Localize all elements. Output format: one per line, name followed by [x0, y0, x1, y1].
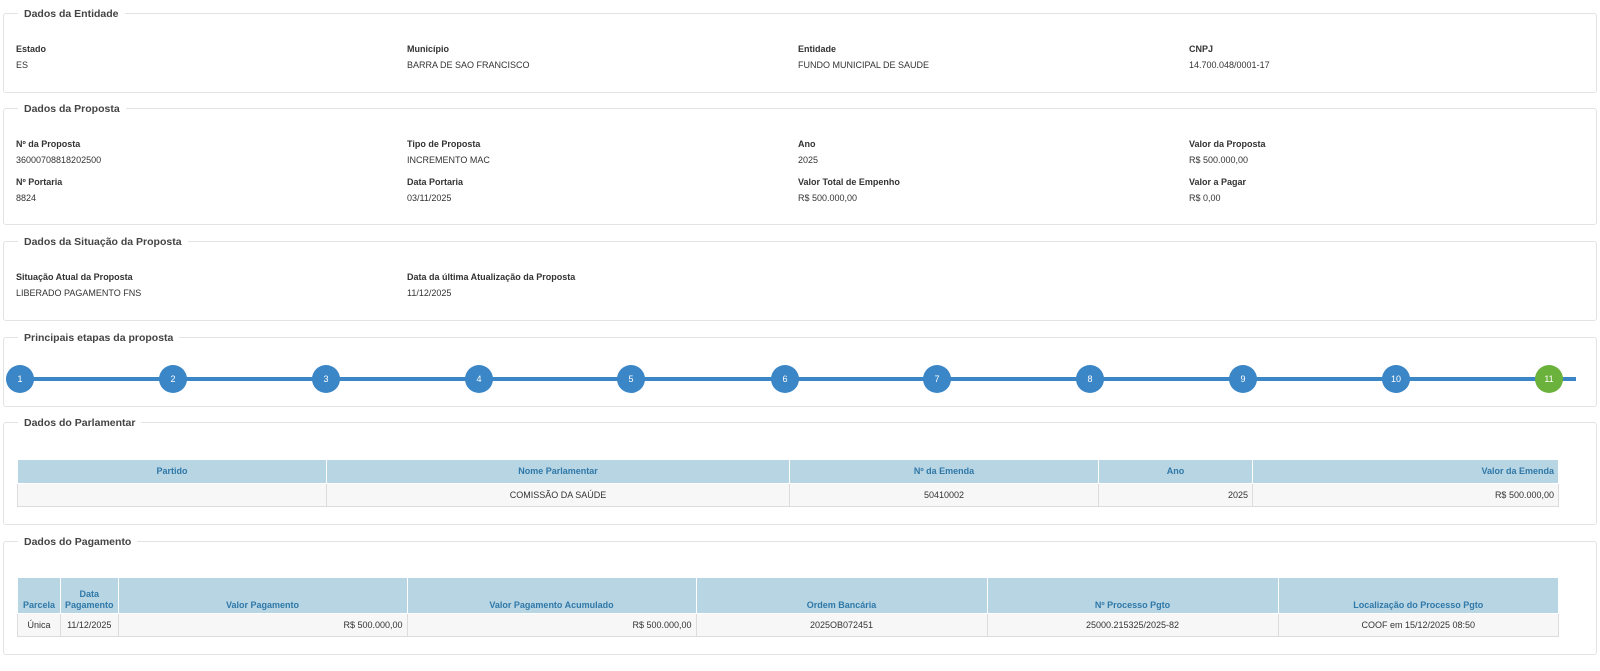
parlamentar-header-row: Partido Nome Parlamentar Nº da Emenda An… [17, 459, 1559, 484]
num-portaria-field: Nº Portaria 8824 [16, 176, 62, 204]
entidade-value: FUNDO MUNICIPAL DE SAUDE [798, 60, 930, 70]
situacao-legend: Dados da Situação da Proposta [18, 234, 188, 250]
parlamentar-panel: Dados do Parlamentar Partido Nome Parlam… [3, 415, 1597, 525]
step-9[interactable]: 9 [1229, 365, 1257, 393]
table-row: Única 11/12/2025 R$ 500.000,00 R$ 500.00… [17, 613, 1560, 637]
valor-empenho-value: R$ 500.000,00 [798, 193, 858, 203]
cell-localizacao-processo: COOF em 15/12/2025 08:50 [1277, 613, 1560, 637]
ano-label: Ano [798, 139, 816, 149]
cell-ordem-bancaria: 2025OB072451 [695, 613, 988, 637]
tipo-proposta-value: INCREMENTO MAC [407, 155, 490, 165]
num-portaria-value: 8824 [16, 193, 37, 203]
pagamento-legend: Dados do Pagamento [18, 534, 138, 550]
step-5[interactable]: 5 [617, 365, 645, 393]
cell-nome-parlamentar: COMISSÃO DA SAÚDE [326, 483, 790, 507]
proposta-panel: Dados da Proposta Nº da Proposta 3600070… [3, 101, 1597, 225]
num-proposta-field: Nº da Proposta 36000708818202500 [16, 138, 101, 166]
etapas-legend: Principais etapas da proposta [18, 330, 180, 346]
valor-proposta-value: R$ 500.000,00 [1189, 155, 1249, 165]
municipio-field: Município BARRA DE SAO FRANCISCO [407, 43, 530, 71]
data-atualizacao-label: Data da última Atualização da Proposta [407, 272, 576, 282]
cell-valor-emenda: R$ 500.000,00 [1252, 483, 1559, 507]
cell-ano: 2025 [1098, 483, 1253, 507]
proposta-legend: Dados da Proposta [18, 101, 126, 117]
data-portaria-field: Data Portaria 03/11/2025 [407, 176, 463, 204]
cell-partido [17, 483, 327, 507]
valor-pagar-field: Valor a Pagar R$ 0,00 [1189, 176, 1246, 204]
col-valor-acumulado[interactable]: Valor Pagamento Acumulado [406, 577, 697, 614]
col-localizacao-processo[interactable]: Localização do Processo Pgto [1277, 577, 1560, 614]
valor-pagar-value: R$ 0,00 [1189, 193, 1221, 203]
col-data-pagamento[interactable]: Data Pagamento [60, 577, 119, 614]
situacao-atual-label: Situação Atual da Proposta [16, 272, 133, 282]
num-proposta-value: 36000708818202500 [16, 155, 102, 165]
data-atualizacao-field: Data da última Atualização da Proposta 1… [407, 271, 575, 299]
col-num-processo[interactable]: Nº Processo Pgto [986, 577, 1279, 614]
valor-pagar-label: Valor a Pagar [1189, 177, 1247, 187]
cell-valor-pagamento: R$ 500.000,00 [117, 613, 408, 637]
col-num-emenda[interactable]: Nº da Emenda [789, 459, 1099, 484]
step-3[interactable]: 3 [312, 365, 340, 393]
cell-num-emenda: 50410002 [789, 483, 1099, 507]
step-8[interactable]: 8 [1076, 365, 1104, 393]
etapas-panel: Principais etapas da proposta 1 2 3 4 5 … [3, 330, 1597, 407]
data-portaria-label: Data Portaria [407, 177, 464, 187]
entidade-panel: Dados da Entidade Estado ES Município BA… [3, 6, 1597, 93]
estado-label: Estado [16, 44, 47, 54]
tipo-proposta-label: Tipo de Proposta [407, 139, 481, 149]
step-11-current[interactable]: 11 [1535, 365, 1563, 393]
situacao-atual-value: LIBERADO PAGAMENTO FNS [16, 288, 142, 298]
step-2[interactable]: 2 [159, 365, 187, 393]
step-4[interactable]: 4 [465, 365, 493, 393]
step-7[interactable]: 7 [923, 365, 951, 393]
col-ordem-bancaria[interactable]: Ordem Bancária [695, 577, 988, 614]
num-proposta-label: Nº da Proposta [16, 139, 81, 149]
col-nome-parlamentar[interactable]: Nome Parlamentar [326, 459, 790, 484]
num-portaria-label: Nº Portaria [16, 177, 63, 187]
table-row: COMISSÃO DA SAÚDE 50410002 2025 R$ 500.0… [17, 483, 1559, 507]
step-6[interactable]: 6 [771, 365, 799, 393]
data-portaria-value: 03/11/2025 [407, 193, 452, 203]
ano-value: 2025 [798, 155, 819, 165]
valor-empenho-field: Valor Total de Empenho R$ 500.000,00 [798, 176, 900, 204]
col-partido[interactable]: Partido [17, 459, 327, 484]
step-10[interactable]: 10 [1382, 365, 1410, 393]
cnpj-value: 14.700.048/0001-17 [1189, 60, 1270, 70]
cell-num-processo: 25000.215325/2025-82 [986, 613, 1279, 637]
col-valor-emenda[interactable]: Valor da Emenda [1252, 459, 1559, 484]
valor-proposta-field: Valor da Proposta R$ 500.000,00 [1189, 138, 1266, 166]
pagamento-table: Parcela Data Pagamento Valor Pagamento V… [17, 577, 1560, 637]
pagamento-header-row: Parcela Data Pagamento Valor Pagamento V… [17, 577, 1560, 614]
valor-proposta-label: Valor da Proposta [1189, 139, 1266, 149]
estado-field: Estado ES [16, 43, 46, 71]
cnpj-label: CNPJ [1189, 44, 1214, 54]
cell-parcela: Única [17, 613, 61, 637]
municipio-value: BARRA DE SAO FRANCISCO [407, 60, 530, 70]
ano-field: Ano 2025 [798, 138, 818, 166]
valor-empenho-label: Valor Total de Empenho [798, 177, 900, 187]
step-1[interactable]: 1 [6, 365, 34, 393]
entidade-field: Entidade FUNDO MUNICIPAL DE SAUDE [798, 43, 929, 71]
parlamentar-legend: Dados do Parlamentar [18, 415, 142, 431]
pagamento-panel: Dados do Pagamento Parcela Data Pagament… [3, 534, 1597, 655]
col-valor-pagamento[interactable]: Valor Pagamento [117, 577, 408, 614]
entidade-legend: Dados da Entidade [18, 6, 125, 22]
situacao-panel: Dados da Situação da Proposta Situação A… [3, 234, 1597, 321]
estado-value: ES [16, 60, 29, 70]
tipo-proposta-field: Tipo de Proposta INCREMENTO MAC [407, 138, 490, 166]
data-atualizacao-value: 11/12/2025 [407, 288, 452, 298]
parlamentar-table: Partido Nome Parlamentar Nº da Emenda An… [17, 459, 1559, 507]
municipio-label: Município [407, 44, 449, 54]
cell-valor-acumulado: R$ 500.000,00 [406, 613, 697, 637]
col-ano[interactable]: Ano [1098, 459, 1253, 484]
entidade-label: Entidade [798, 44, 837, 54]
cell-data-pagamento: 11/12/2025 [60, 613, 119, 637]
col-parcela[interactable]: Parcela [17, 577, 61, 614]
cnpj-field: CNPJ 14.700.048/0001-17 [1189, 43, 1270, 71]
situacao-atual-field: Situação Atual da Proposta LIBERADO PAGA… [16, 271, 141, 299]
